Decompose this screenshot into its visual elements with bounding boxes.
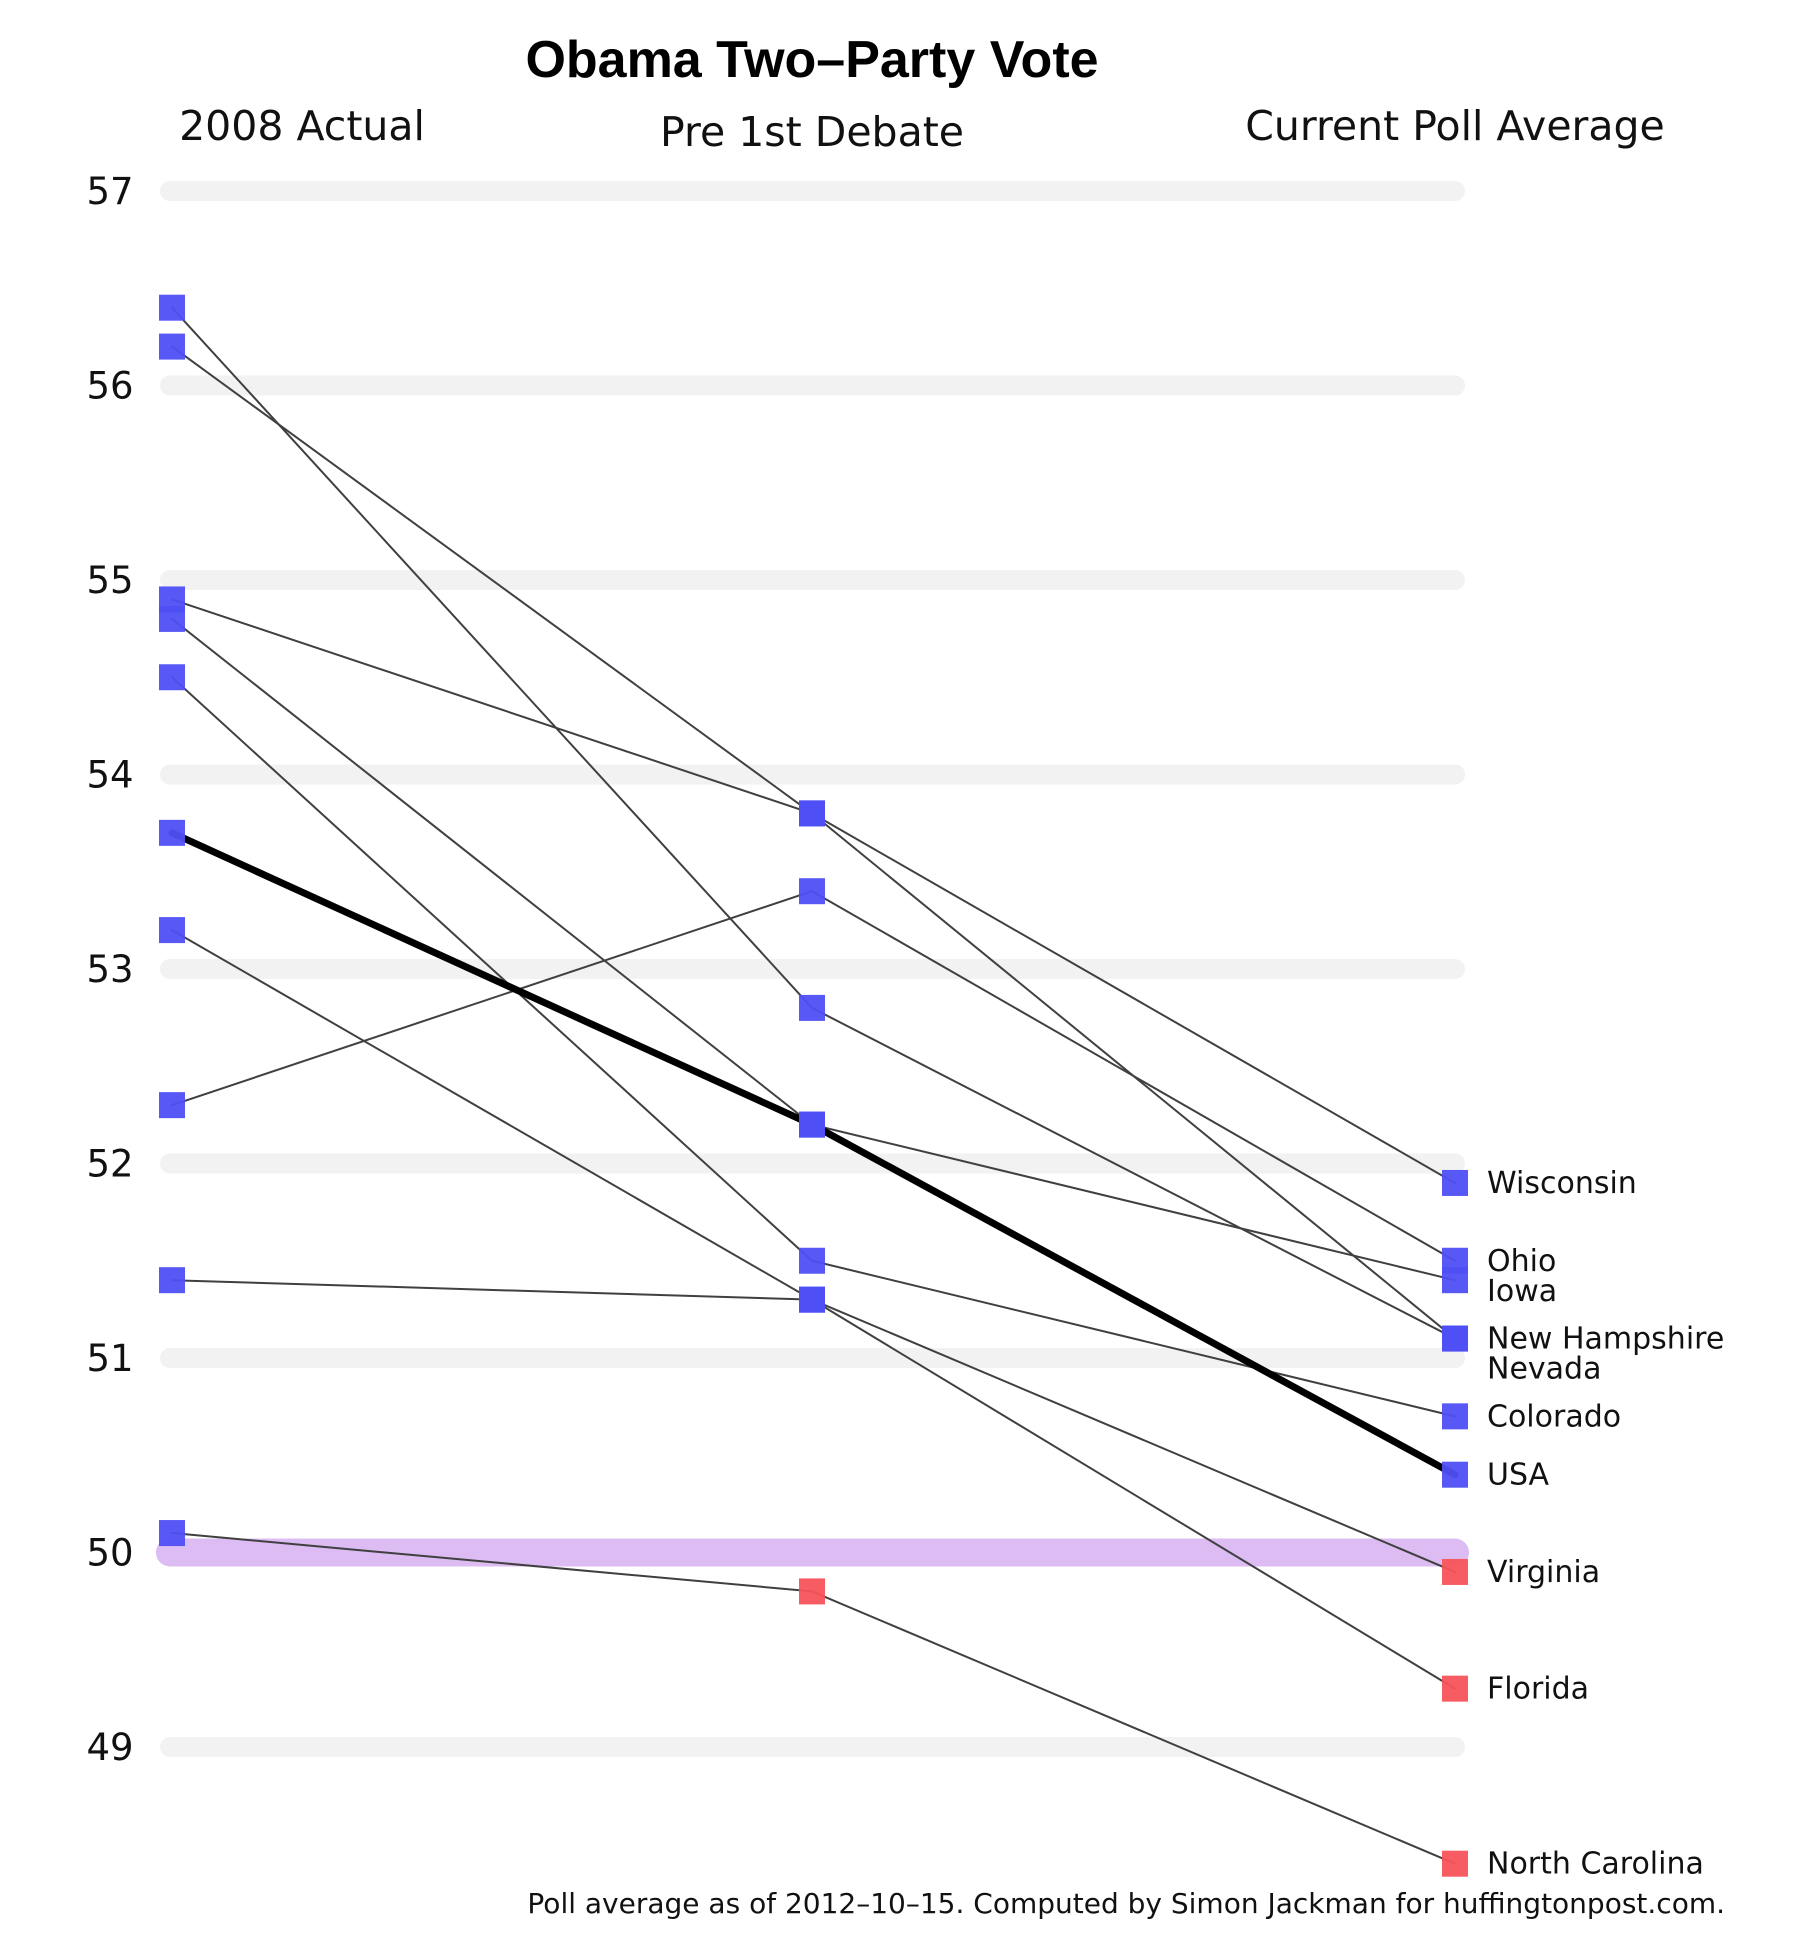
- marker-iowa-2: [1442, 1267, 1468, 1294]
- y-tick-label-49: 49: [86, 1726, 133, 1769]
- series-line-ohio: [171, 890, 1456, 1262]
- marker-florida-0: [159, 1267, 185, 1294]
- series-line-florida: [171, 1279, 1456, 1690]
- state-label-usa: USA: [1487, 1458, 1550, 1493]
- marker-colorado-1: [799, 1247, 825, 1274]
- grid-layer: [156, 181, 1469, 1757]
- state-label-florida: Florida: [1487, 1672, 1589, 1707]
- column-title-current-poll-average: Current Poll Average: [1245, 102, 1665, 150]
- marker-usa-1: [799, 1111, 825, 1138]
- y-tick-label-52: 52: [86, 1143, 133, 1186]
- chart-caption: Poll average as of 2012–10–15. Computed …: [527, 1887, 1725, 1920]
- state-label-north-carolina: North Carolina: [1487, 1847, 1704, 1882]
- marker-colorado-0: [159, 664, 185, 691]
- y-tick-label-50: 50: [86, 1532, 133, 1575]
- marker-north-carolina-0: [159, 1520, 185, 1547]
- state-label-nevada: Nevada: [1487, 1352, 1601, 1387]
- marker-usa-2: [1442, 1461, 1468, 1488]
- marker-wisconsin-0: [159, 333, 185, 360]
- marker-virginia-0: [159, 917, 185, 944]
- marker-florida-2: [1442, 1675, 1468, 1702]
- state-label-virginia: Virginia: [1487, 1555, 1600, 1590]
- state-label-colorado: Colorado: [1487, 1399, 1621, 1434]
- state-label-new-hampshire: New Hampshire: [1487, 1322, 1724, 1357]
- state-label-iowa: Iowa: [1487, 1274, 1557, 1309]
- y-tick-label-54: 54: [86, 754, 133, 797]
- y-tick-label-51: 51: [86, 1337, 133, 1380]
- state-label-wisconsin: Wisconsin: [1487, 1166, 1637, 1201]
- marker-ohio-0: [159, 1092, 185, 1119]
- series-markers: [159, 294, 1468, 1877]
- marker-ohio-1: [799, 878, 825, 905]
- column-title-pre-1st-debate: Pre 1st Debate: [660, 108, 964, 156]
- y-tick-label-53: 53: [86, 948, 133, 991]
- marker-north-carolina-2: [1442, 1850, 1468, 1877]
- marker-nevada-2: [1442, 1325, 1468, 1352]
- chart-title: Obama Two–Party Vote: [525, 31, 1098, 89]
- marker-virginia-2: [1442, 1558, 1468, 1585]
- marker-florida-1: [799, 1286, 825, 1313]
- y-tick-label-56: 56: [86, 365, 133, 408]
- marker-north-carolina-1: [799, 1578, 825, 1605]
- state-label-ohio: Ohio: [1487, 1244, 1556, 1279]
- marker-colorado-2: [1442, 1403, 1468, 1430]
- column-title-2008-actual: 2008 Actual: [179, 102, 425, 150]
- y-axis-ticks: 49 50 51 52 53 54 55 56 57: [86, 170, 133, 1769]
- marker-new-hampshire-1: [799, 800, 825, 827]
- marker-wisconsin-2: [1442, 1169, 1468, 1196]
- marker-nevada-1: [799, 994, 825, 1021]
- marker-nevada-0: [159, 294, 185, 321]
- series-lines: [168, 306, 1459, 1865]
- y-tick-label-57: 57: [86, 170, 133, 213]
- marker-usa-0: [159, 819, 185, 846]
- marker-new-hampshire-0: [159, 586, 185, 613]
- y-tick-label-55: 55: [86, 559, 133, 602]
